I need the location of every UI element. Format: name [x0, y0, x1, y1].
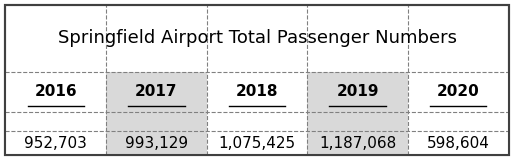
- Bar: [307, 72, 408, 112]
- Bar: [207, 131, 307, 155]
- Text: 2018: 2018: [236, 84, 278, 100]
- Text: 2020: 2020: [437, 84, 480, 100]
- Bar: [106, 72, 207, 112]
- Text: 598,604: 598,604: [427, 136, 490, 151]
- Bar: [6, 112, 106, 131]
- Text: 1,187,068: 1,187,068: [319, 136, 396, 151]
- Text: 1,075,425: 1,075,425: [218, 136, 296, 151]
- Text: 952,703: 952,703: [24, 136, 87, 151]
- Bar: [106, 112, 207, 131]
- Bar: [307, 131, 408, 155]
- Bar: [207, 72, 307, 112]
- Text: Springfield Airport Total Passenger Numbers: Springfield Airport Total Passenger Numb…: [58, 29, 456, 47]
- Text: 2017: 2017: [135, 84, 178, 100]
- Bar: [106, 131, 207, 155]
- Bar: [207, 112, 307, 131]
- Text: 2016: 2016: [34, 84, 77, 100]
- Text: 993,129: 993,129: [125, 136, 188, 151]
- Bar: [408, 72, 508, 112]
- Bar: [408, 112, 508, 131]
- Bar: [6, 131, 106, 155]
- Bar: [6, 72, 106, 112]
- Bar: [408, 131, 508, 155]
- Text: 2019: 2019: [336, 84, 379, 100]
- Bar: [307, 112, 408, 131]
